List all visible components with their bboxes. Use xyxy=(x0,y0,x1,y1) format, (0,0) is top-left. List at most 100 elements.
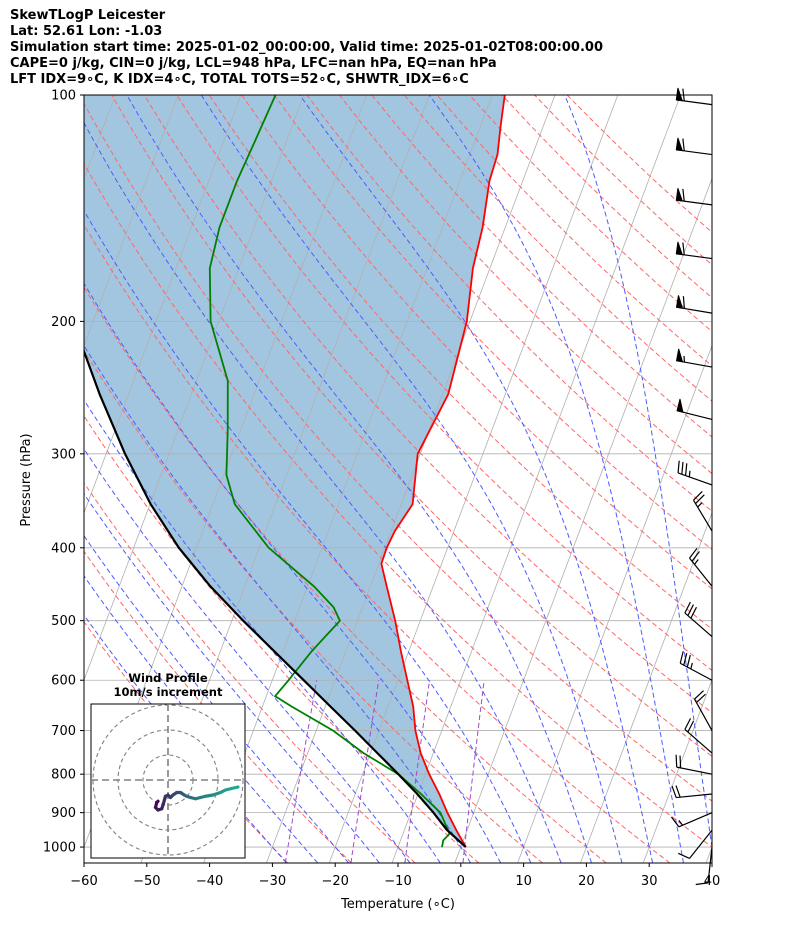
wind-barb-195 xyxy=(675,295,713,314)
dry-adiabat-40 xyxy=(84,162,712,848)
mixing-ratio-2 xyxy=(404,680,431,863)
x-tick-label--40: −40 xyxy=(196,874,223,889)
barb-staff xyxy=(679,662,713,681)
barb-flag xyxy=(682,138,685,151)
barb-flag xyxy=(682,242,685,255)
isotherm-10 xyxy=(517,344,712,863)
moist-adiabat-25 xyxy=(200,95,623,863)
barb-staff xyxy=(689,829,713,859)
barb-flag xyxy=(675,785,681,798)
isotherm-0 xyxy=(454,177,712,863)
wind-barb-750 xyxy=(684,718,713,754)
x-tick-label--10: −10 xyxy=(384,874,411,889)
barb-staff xyxy=(684,728,713,754)
barb-flag xyxy=(687,604,694,616)
wind-barb-900 xyxy=(670,812,713,828)
dry-adiabat-130 xyxy=(339,95,712,475)
sounding-profiles xyxy=(84,95,506,848)
barb-flag xyxy=(682,188,685,202)
isotherm--90 xyxy=(84,95,179,347)
barb-flag xyxy=(670,816,680,828)
barb-staff xyxy=(692,499,713,532)
barb-flag xyxy=(675,754,678,768)
chart-title: SkewTLogP Leicester xyxy=(10,8,166,23)
y-tick-label-1000: 1000 xyxy=(43,841,76,856)
y-tick-label-400: 400 xyxy=(51,541,76,556)
moist-adiabat--25 xyxy=(84,575,319,863)
x-tick-label-0: 0 xyxy=(457,874,465,889)
y-tick-label-100: 100 xyxy=(51,89,76,104)
y-axis-label: Pressure (hPa) xyxy=(19,433,34,526)
barb-flag xyxy=(684,718,692,730)
barb-flag xyxy=(696,693,706,704)
isotherm--40 xyxy=(203,95,493,863)
wind-barb-270 xyxy=(676,398,713,420)
hodograph-plot xyxy=(91,704,245,858)
barb-flag xyxy=(687,720,695,733)
moist-adiabat-35 xyxy=(428,95,684,863)
barb-flag xyxy=(681,461,684,475)
chart-header: SkewTLogP Leicester Lat: 52.61 Lon: -1.0… xyxy=(10,8,790,88)
barb-half-flag xyxy=(697,502,703,508)
moist-adiabat--30 xyxy=(84,614,287,863)
moist-adiabat--15 xyxy=(84,492,380,863)
barb-flag xyxy=(678,852,690,859)
mixing-ratio-0.4 xyxy=(284,680,318,863)
barb-flag xyxy=(679,651,684,664)
wind-barb-165 xyxy=(675,241,713,260)
hodograph-subtitle: 10m/s increment xyxy=(114,685,223,699)
barb-pennant xyxy=(675,241,683,256)
isotherm--80 xyxy=(84,95,242,514)
mixing-ratio-4 xyxy=(462,680,485,863)
wind-barb-700 xyxy=(693,690,713,731)
isotherm-20 xyxy=(580,511,712,863)
x-axis-label: Temperature (∘C) xyxy=(340,897,455,912)
isotherm--30 xyxy=(266,95,556,863)
barb-flag xyxy=(695,494,705,505)
barb-flag xyxy=(686,654,691,668)
dry-adiabat--20 xyxy=(84,550,352,863)
moist-adiabat-20 xyxy=(126,95,592,863)
x-tick-label--30: −30 xyxy=(259,874,286,889)
x-tick-label--20: −20 xyxy=(321,874,348,889)
barb-pennant xyxy=(675,137,683,152)
mixing-ratio-1 xyxy=(350,680,380,863)
barb-flag xyxy=(684,601,691,614)
barb-pennant xyxy=(676,398,684,413)
y-tick-label-800: 800 xyxy=(51,768,76,783)
barb-staff xyxy=(677,472,713,486)
moist-adiabat-5 xyxy=(84,282,502,863)
moist-adiabat--20 xyxy=(84,534,350,863)
x-tick-label--60: −60 xyxy=(70,874,97,889)
barb-staff xyxy=(689,557,713,587)
barb-flag xyxy=(690,606,698,619)
x-tick-label--50: −50 xyxy=(133,874,160,889)
isotherm-lines xyxy=(84,95,794,863)
moist-adiabat-lines xyxy=(84,95,712,863)
x-tick-label-20: 20 xyxy=(578,874,595,889)
barb-staff xyxy=(684,612,713,638)
cape-shading xyxy=(84,95,505,848)
barb-staff xyxy=(676,766,713,775)
barb-flag xyxy=(684,463,688,476)
barb-half-flag xyxy=(694,559,699,565)
y-axis-ticks: 100 200 300 400 500 600 700 800 900 1000 xyxy=(43,89,84,856)
moist-adiabat-30 xyxy=(299,95,654,863)
simulation-times: Simulation start time: 2025-01-02_00:00:… xyxy=(10,40,603,55)
wind-barb-120 xyxy=(675,137,713,156)
moist-adiabat-10 xyxy=(84,209,532,863)
barb-flag xyxy=(677,460,680,474)
barb-flag xyxy=(682,296,685,309)
y-tick-label-600: 600 xyxy=(51,674,76,689)
y-tick-label-300: 300 xyxy=(51,447,76,462)
barb-flag xyxy=(679,755,682,768)
hodograph-segment xyxy=(228,785,240,791)
wind-barb-525 xyxy=(684,601,713,638)
isotherm--70 xyxy=(84,95,305,682)
isotherm-50 xyxy=(769,95,794,863)
y-tick-label-200: 200 xyxy=(51,315,76,330)
dry-adiabat--10 xyxy=(84,481,416,863)
barb-flag xyxy=(683,653,688,666)
y-tick-label-900: 900 xyxy=(51,806,76,821)
y-tick-label-700: 700 xyxy=(51,724,76,739)
